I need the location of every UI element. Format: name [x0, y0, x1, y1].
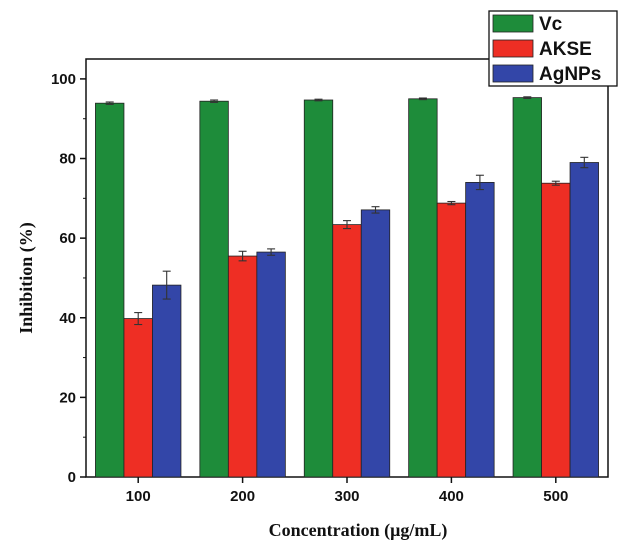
- error-bar-vc-400: [418, 97, 427, 101]
- error-bar-agnps-200: [267, 248, 276, 256]
- error-bar-akse-400: [447, 200, 456, 206]
- error-bar-vc-200: [210, 99, 219, 103]
- bar-akse-300: [332, 224, 362, 478]
- legend-item-akse: AKSE: [492, 39, 592, 60]
- bar-vc-400: [408, 98, 438, 478]
- bar-vc-300: [303, 99, 334, 478]
- legend-label: AgNPs: [539, 64, 601, 85]
- x-tick-label: 200: [230, 488, 255, 505]
- bar-vc-500: [512, 97, 542, 478]
- error-bar-agnps-500: [580, 156, 589, 169]
- y-axis: 0 20 40 60 80 100: [51, 71, 86, 486]
- bar-akse-400: [436, 202, 467, 478]
- legend-item-agnps: AgNPs: [492, 64, 601, 85]
- error-bar-vc-500: [523, 96, 532, 99]
- y-tick-label: 100: [51, 71, 76, 88]
- bar-agnps-400: [465, 182, 495, 478]
- x-tick-label: 300: [334, 488, 359, 505]
- bar-akse-200: [227, 255, 258, 478]
- error-bar-akse-100: [134, 312, 143, 326]
- legend-swatch: [492, 14, 534, 33]
- bar-agnps-300: [360, 209, 391, 478]
- bar-akse-100: [123, 318, 153, 478]
- error-bar-akse-500: [551, 180, 560, 186]
- error-bar-akse-200: [238, 250, 247, 262]
- y-tick-label: 0: [68, 469, 76, 486]
- y-tick-label: 20: [59, 389, 76, 406]
- error-bar-agnps-100: [162, 270, 171, 300]
- x-tick-label: 500: [543, 488, 568, 505]
- y-tick-label: 40: [59, 310, 76, 327]
- x-tick-label: 100: [126, 488, 151, 505]
- bar-agnps-200: [256, 251, 286, 478]
- legend-label: Vc: [539, 14, 563, 35]
- bars: [95, 97, 599, 478]
- y-axis-title: Inhibition (%): [16, 222, 37, 334]
- error-bar-vc-300: [314, 98, 323, 102]
- legend-item-vc: Vc: [492, 14, 563, 35]
- x-axis-title: Concentration (μg/mL): [269, 520, 448, 541]
- bar-agnps-100: [152, 284, 182, 478]
- legend-swatch: [492, 64, 534, 83]
- bar-vc-200: [199, 100, 229, 478]
- error-bar-vc-100: [105, 101, 114, 105]
- bar-agnps-500: [569, 162, 599, 478]
- legend: Vc AKSE AgNPs: [488, 10, 618, 87]
- x-axis: 100 200 300 400 500: [126, 477, 568, 505]
- y-tick-label: 80: [59, 151, 76, 168]
- error-bar-agnps-300: [371, 206, 380, 214]
- error-bar-agnps-400: [475, 174, 484, 191]
- bar-akse-500: [541, 182, 571, 478]
- error-bars: [105, 96, 589, 326]
- legend-label: AKSE: [539, 39, 592, 60]
- bar-vc-100: [95, 102, 125, 478]
- error-bar-akse-300: [343, 220, 351, 230]
- x-tick-label: 400: [439, 488, 464, 505]
- legend-swatch: [492, 39, 534, 58]
- y-tick-label: 60: [59, 230, 76, 247]
